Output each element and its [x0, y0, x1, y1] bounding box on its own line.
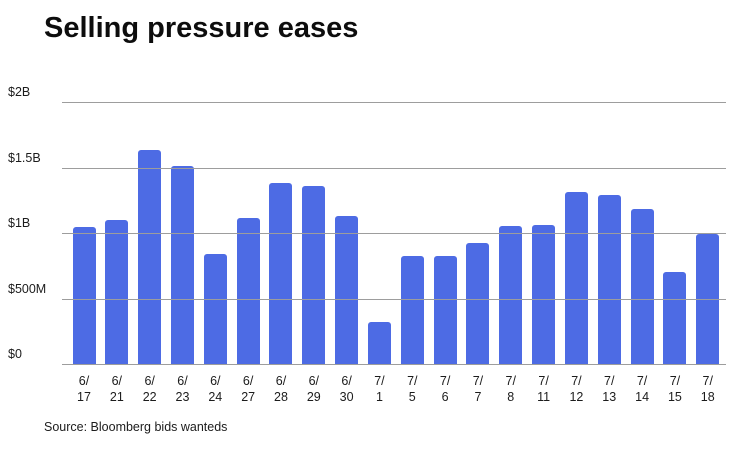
bar [236, 218, 260, 365]
bar [367, 321, 391, 365]
gridline [62, 298, 726, 300]
bar-column [335, 103, 359, 365]
bar-column [564, 103, 588, 365]
x-axis-tick-label: 6/28 [274, 374, 288, 405]
bar [433, 256, 457, 365]
x-axis-tick-label: 7/11 [537, 374, 551, 405]
bar [696, 234, 720, 365]
bar [105, 219, 129, 365]
y-axis-tick-label: $1.5B [8, 150, 41, 165]
bar [72, 227, 96, 365]
x-axis-tick-label: 7/14 [635, 374, 650, 405]
bar [269, 182, 293, 365]
bar-column [597, 103, 621, 365]
bar [466, 243, 490, 365]
gridline [62, 364, 726, 365]
bar [663, 272, 687, 365]
bar [203, 253, 227, 365]
bar-column [433, 103, 457, 365]
bar-column [138, 103, 162, 365]
x-axis-tick-label: 6/27 [241, 374, 256, 405]
bar-column [105, 103, 129, 365]
x-axis-tick-label: 6/22 [142, 374, 157, 405]
bar [170, 165, 194, 365]
bar [499, 226, 523, 365]
gridline [62, 102, 726, 103]
bar-column [302, 103, 326, 365]
y-axis-tick-label: $500M [8, 281, 47, 296]
y-axis-tick-label: $1B [8, 216, 31, 230]
bar [302, 185, 326, 365]
x-axis-tick-label: 7/1 [374, 374, 385, 405]
bar-column [663, 103, 687, 365]
bar-column [236, 103, 260, 365]
bar [630, 209, 654, 365]
y-axis-tick-label: $0 [8, 347, 22, 361]
bar [532, 224, 556, 365]
source-note: Source: Bloomberg bids wanteds [44, 420, 228, 434]
bars-container [62, 103, 726, 365]
bar-column [630, 103, 654, 365]
gridline [62, 167, 726, 169]
x-axis-tick-label: 7/8 [505, 374, 516, 405]
bar-column [400, 103, 424, 365]
x-axis-tick-label: 6/21 [109, 374, 124, 405]
x-axis-tick-label: 7/15 [667, 374, 682, 405]
bar [335, 215, 359, 365]
x-axis-tick-label: 6/23 [175, 374, 190, 405]
x-axis-tick-label: 7/6 [439, 374, 451, 405]
bar-column [367, 103, 391, 365]
bar-column [170, 103, 194, 365]
x-axis-tick-label: 7/12 [569, 374, 584, 405]
bar-column [269, 103, 293, 365]
gridline [62, 233, 726, 234]
bar-column [72, 103, 96, 365]
bar-column [466, 103, 490, 365]
x-axis-tick-label: 6/29 [306, 374, 321, 405]
bar-column [499, 103, 523, 365]
bar-column [696, 103, 720, 365]
x-axis-tick-label: 7/13 [602, 374, 617, 405]
x-axis-labels: 6/17 6/21 6/22 6/23 6/24 6/27 6/28 6/29 6/30 7/1 7… [62, 373, 726, 406]
bar [400, 256, 424, 365]
x-axis-tick-label: 6/24 [208, 374, 223, 405]
x-axis-tick-label: 6/17 [77, 374, 91, 405]
x-axis-tick-label: 7/18 [700, 374, 715, 405]
bar [138, 150, 162, 365]
bar-column [532, 103, 556, 365]
bar [564, 192, 588, 365]
x-axis-tick-label: 7/5 [407, 374, 418, 405]
bar [597, 194, 621, 365]
x-axis-tick-label: 7/7 [472, 374, 484, 405]
plot-area: $2B $1.5B $1B $500M $0 [8, 85, 726, 365]
y-axis-tick-label: $2B [8, 85, 31, 99]
x-axis-tick-label: 6/30 [339, 374, 354, 405]
bar-column [203, 103, 227, 365]
chart-title: Selling pressure eases [44, 12, 359, 44]
